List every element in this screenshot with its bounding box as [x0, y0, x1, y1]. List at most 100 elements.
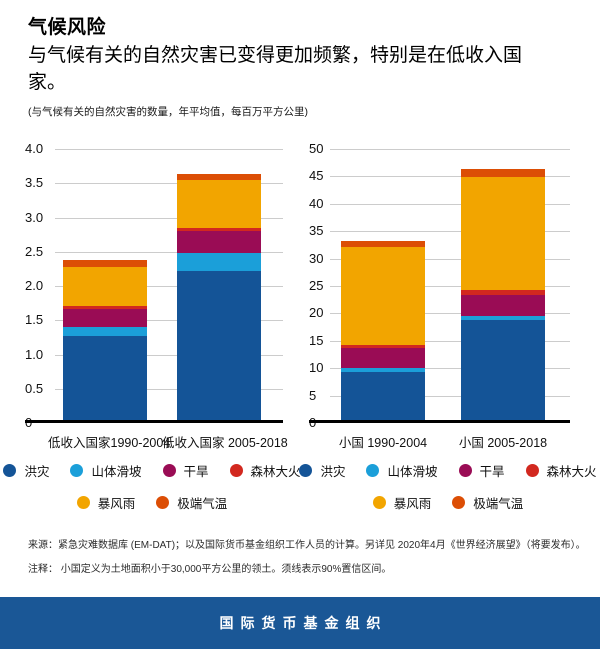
bar-segment: [63, 309, 147, 327]
gridline: [55, 149, 283, 150]
x-axis-line: [309, 420, 570, 423]
legend-swatch: [162, 464, 176, 477]
bar-segment: [63, 326, 147, 337]
source-note: 来源：紧急灾难数据库 (EM-DAT)；以及国际货币基金组织工作人员的计算。另详…: [28, 540, 586, 551]
y-tick-label: 4.0: [25, 141, 44, 156]
legend-item: 极端气温: [156, 493, 227, 512]
y-tick-label: 25: [309, 278, 324, 293]
legend-item: 森林大火: [525, 461, 597, 480]
gridline: [55, 251, 283, 253]
legend-row: 暴风雨 极端气温: [76, 493, 227, 512]
bar-segment: [341, 347, 425, 368]
figure-subtitle: 与气候有关的自然灾害已变得更加频繁，特别是在低收入国家。: [28, 45, 523, 93]
y-tick-label: 20: [309, 305, 324, 321]
y-tick-label: 45: [309, 168, 324, 184]
legend-label: 暴风雨: [97, 497, 136, 511]
legend-swatch: [366, 464, 380, 477]
bar-segment: [461, 320, 545, 420]
legend-label: 森林大火: [546, 465, 597, 479]
legend-item: 洪灾: [3, 461, 49, 480]
bar-segment: [63, 260, 147, 268]
legend-swatch: [156, 496, 170, 509]
gridline: [55, 217, 283, 219]
bar: [461, 169, 545, 420]
bar-segment: [461, 289, 545, 295]
legend-swatch: [299, 464, 313, 477]
y-tick-label: 40: [309, 195, 324, 211]
gridline: [330, 149, 570, 150]
y-tick-label: 3.5: [25, 175, 44, 191]
bar-segment: [461, 177, 545, 290]
bar-segment: [461, 315, 545, 321]
bar-segment: [461, 294, 545, 316]
legend-swatch: [372, 496, 386, 509]
gridline: [55, 183, 283, 185]
gridline: [330, 286, 570, 287]
bar-segment: [63, 336, 147, 420]
bar-segment: [177, 271, 261, 420]
footnote: 注释： 小国定义为土地面积小于30,000平方公里的领土。须线表示90%置信区间…: [28, 564, 392, 575]
bar: [341, 241, 425, 420]
x-category-label: 低收入国家1990-2004: [48, 436, 171, 450]
legend-label: 山体滑坡: [387, 465, 438, 479]
legend-label: 极端气温: [473, 497, 524, 511]
gridline: [55, 388, 283, 390]
figure-footer: 来源：紧急灾难数据库 (EM-DAT)；以及国际货币基金组织工作人员的计算。另详…: [28, 539, 588, 576]
bar-segment: [177, 252, 261, 272]
gridline: [330, 176, 570, 178]
y-tick-label: 50: [309, 141, 324, 156]
y-tick-label: 1.0: [25, 346, 44, 362]
bar-segment: [63, 305, 147, 310]
legend-label: 洪灾: [320, 465, 346, 479]
bar-segment: [177, 173, 261, 181]
legend-swatch: [3, 464, 17, 477]
gridline: [55, 320, 283, 322]
legend-label: 极端气温: [177, 497, 228, 511]
y-tick-label: 2.0: [25, 278, 44, 293]
chart-legend: 洪灾 山体滑坡 干旱 森林大火暴风雨 极端气温: [299, 461, 597, 525]
x-category-label: 小国 1990-2004: [338, 436, 428, 450]
y-tick-label: 15: [309, 332, 324, 348]
imf-banner-label: 国际货币基金组织: [219, 615, 388, 631]
bar: [177, 173, 261, 420]
gridline: [330, 395, 570, 397]
bar-segment: [341, 344, 425, 348]
gridline: [330, 203, 570, 205]
bar: [63, 260, 147, 420]
y-tick-label: 5: [309, 387, 317, 403]
legend-swatch: [229, 464, 243, 477]
figure-header: 气候风险 与气候有关的自然灾害已变得更加频繁，特别是在低收入国家。 (与气候有关…: [28, 12, 584, 119]
gridline: [330, 313, 570, 315]
y-tick-label: 35: [309, 223, 324, 239]
legend-item: 暴风雨: [372, 493, 431, 512]
legend-item: 干旱: [458, 461, 505, 480]
y-tick-label: 1.5: [25, 312, 44, 328]
legend-row: 洪灾 山体滑坡 干旱 森林大火: [3, 461, 301, 480]
legend-swatch: [70, 464, 84, 477]
legend-item: 山体滑坡: [70, 461, 142, 480]
legend-item: 山体滑坡: [366, 461, 438, 480]
y-tick-label: 30: [309, 250, 324, 266]
gridline: [330, 231, 570, 233]
legend-item: 极端气温: [452, 493, 523, 512]
bar-segment: [177, 228, 261, 232]
bar-segment: [341, 372, 425, 420]
bar-segment: [177, 231, 261, 253]
x-category-label: 小国 2005-2018: [458, 436, 548, 450]
x-axis-line: [25, 420, 283, 423]
chart-legend: 洪灾 山体滑坡 干旱 森林大火 暴风雨 极端气温: [3, 461, 301, 525]
legend-label: 干旱: [479, 465, 505, 479]
bar-segment: [63, 267, 147, 306]
imf-banner: 国际货币基金组织: [0, 597, 600, 649]
bar-segment: [341, 367, 425, 373]
gridline: [330, 258, 570, 260]
x-category-label: 低收入国家 2005-2018: [162, 436, 288, 450]
legend-row: 暴风雨 极端气温: [372, 493, 523, 512]
legend-swatch: [458, 464, 472, 477]
legend-label: 山体滑坡: [91, 465, 142, 479]
figure-title: 气候风险: [28, 17, 107, 38]
bar-segment: [461, 169, 545, 178]
y-tick-label: 3.0: [25, 209, 44, 225]
plot-area: 00.51.01.52.02.53.03.54.0低收入国家1990-2004低…: [25, 141, 288, 450]
